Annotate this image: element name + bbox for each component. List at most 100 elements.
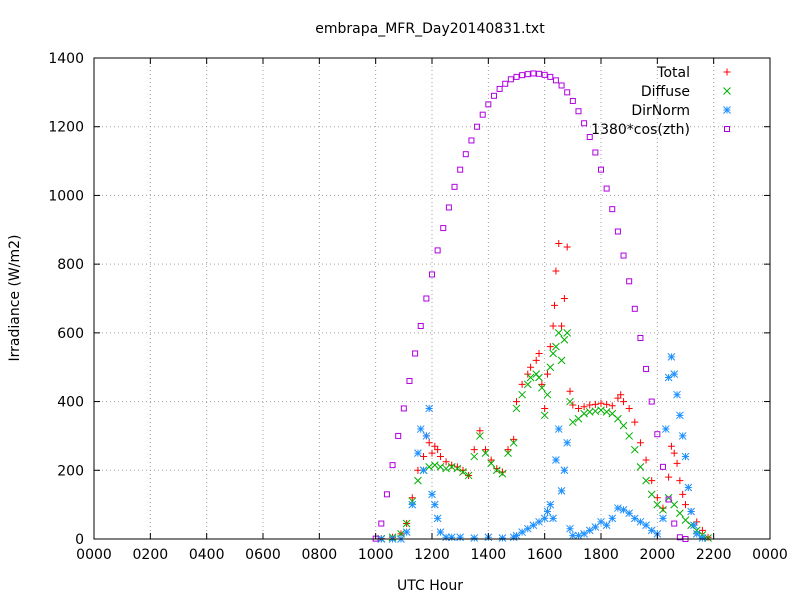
data-point bbox=[447, 462, 456, 471]
data-point bbox=[428, 449, 436, 457]
data-point bbox=[543, 370, 551, 378]
legend-label: 1380*cos(zth) bbox=[591, 122, 690, 138]
data-point bbox=[456, 533, 465, 542]
data-point bbox=[504, 446, 512, 454]
data-point bbox=[598, 166, 604, 173]
data-point bbox=[631, 418, 639, 426]
data-point bbox=[678, 432, 687, 440]
data-point bbox=[541, 404, 549, 412]
x-tick-label: 0000 bbox=[76, 547, 112, 563]
data-point bbox=[485, 101, 492, 108]
series-1 bbox=[377, 329, 712, 543]
data-point bbox=[682, 501, 689, 509]
x-tick-label: 1200 bbox=[414, 547, 450, 563]
data-point bbox=[434, 247, 441, 254]
data-point bbox=[603, 185, 610, 192]
data-point bbox=[530, 70, 537, 77]
data-point bbox=[551, 301, 559, 309]
data-point bbox=[654, 431, 661, 438]
data-point bbox=[608, 402, 616, 410]
data-point bbox=[383, 491, 390, 498]
data-point bbox=[496, 85, 503, 92]
data-point bbox=[464, 471, 473, 480]
data-point bbox=[647, 490, 656, 499]
y-tick-label: 1000 bbox=[48, 188, 84, 204]
data-point bbox=[602, 521, 611, 530]
data-point bbox=[698, 534, 707, 542]
data-point bbox=[442, 533, 450, 542]
data-point bbox=[568, 531, 577, 540]
data-point bbox=[659, 463, 666, 470]
data-point bbox=[704, 534, 712, 542]
data-point bbox=[414, 449, 422, 457]
y-tick-label: 800 bbox=[57, 257, 84, 273]
data-point bbox=[552, 456, 560, 464]
data-point bbox=[498, 534, 507, 542]
data-point bbox=[536, 70, 543, 77]
y-tick-label: 1200 bbox=[48, 120, 84, 136]
data-point bbox=[620, 398, 628, 406]
data-point bbox=[580, 403, 588, 411]
data-point bbox=[470, 452, 479, 461]
x-axis-label: UTC Hour bbox=[397, 578, 463, 594]
data-point bbox=[425, 462, 434, 471]
data-point bbox=[487, 459, 496, 468]
data-point bbox=[566, 524, 574, 533]
x-tick-label: 0400 bbox=[189, 547, 225, 563]
data-point bbox=[625, 509, 634, 518]
data-point bbox=[549, 322, 557, 330]
data-point bbox=[574, 531, 583, 540]
data-point bbox=[406, 377, 413, 384]
y-tick-label: 0 bbox=[75, 532, 84, 548]
data-point bbox=[642, 521, 650, 530]
data-point bbox=[513, 73, 520, 80]
data-point bbox=[502, 80, 509, 87]
data-point bbox=[667, 442, 675, 450]
x-tick-label: 1400 bbox=[471, 547, 507, 563]
data-point bbox=[445, 204, 452, 211]
x-tick-label: 0200 bbox=[133, 547, 169, 563]
data-point bbox=[679, 490, 687, 498]
data-point bbox=[626, 278, 633, 285]
data-point bbox=[676, 509, 684, 518]
data-point bbox=[619, 421, 628, 430]
data-point bbox=[643, 365, 650, 372]
data-layer bbox=[372, 70, 712, 543]
data-point bbox=[636, 439, 644, 447]
data-point bbox=[378, 520, 385, 527]
data-point bbox=[416, 425, 425, 433]
data-point bbox=[527, 363, 535, 371]
data-point bbox=[436, 453, 444, 461]
data-point bbox=[434, 446, 442, 454]
data-point bbox=[442, 464, 450, 473]
data-point bbox=[620, 252, 627, 259]
legend: Total Diffuse DirNorm 1380*cos(zth) bbox=[591, 65, 731, 138]
data-point bbox=[631, 305, 638, 312]
data-point bbox=[692, 529, 701, 538]
data-point bbox=[557, 487, 566, 495]
data-point bbox=[433, 514, 442, 523]
data-point bbox=[518, 390, 526, 399]
data-point bbox=[560, 335, 569, 344]
data-point bbox=[603, 400, 611, 408]
data-point bbox=[552, 77, 559, 84]
data-point bbox=[509, 533, 518, 542]
data-point bbox=[492, 466, 501, 475]
data-point bbox=[670, 449, 678, 457]
data-point bbox=[625, 404, 633, 412]
data-point bbox=[402, 519, 411, 528]
data-point bbox=[552, 267, 560, 275]
data-point bbox=[625, 432, 634, 440]
data-point bbox=[659, 505, 667, 514]
data-point bbox=[538, 380, 546, 388]
data-point bbox=[476, 432, 484, 440]
x-tick-label: 0000 bbox=[752, 547, 788, 563]
data-point bbox=[671, 520, 678, 527]
data-point bbox=[667, 353, 676, 361]
data-point bbox=[636, 517, 645, 526]
legend-label: Total bbox=[656, 65, 690, 81]
data-point bbox=[474, 123, 481, 130]
legend-marker bbox=[723, 68, 731, 76]
data-point bbox=[400, 405, 407, 412]
data-point bbox=[549, 349, 557, 358]
